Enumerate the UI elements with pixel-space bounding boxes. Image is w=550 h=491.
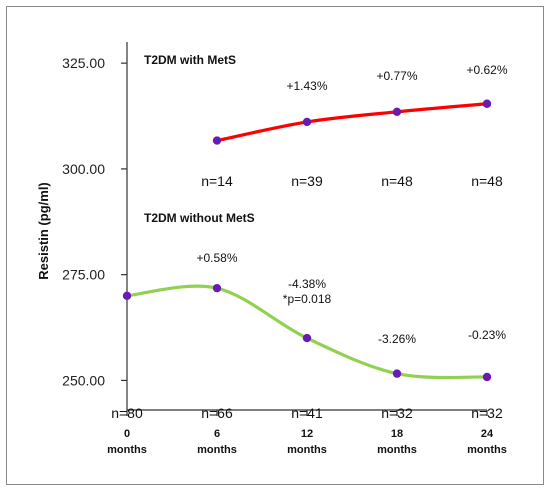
x-tick-unit: months (107, 444, 147, 456)
data-point (122, 291, 132, 300)
y-tick-label: 275.00 (62, 267, 105, 283)
y-axis-label: Resistin (pg/ml) (36, 182, 51, 280)
series-line (215, 102, 489, 143)
x-tick-label: 6 (214, 428, 220, 440)
data-point (482, 99, 492, 108)
sample-size-label: n=48 (381, 173, 413, 189)
data-point (302, 117, 312, 127)
x-tick-unit: months (467, 444, 507, 456)
change-annotation: +0.58% (196, 251, 237, 265)
sample-size-label: n=48 (471, 173, 503, 189)
change-annotation: *p=0.018 (283, 292, 332, 306)
data-point (482, 372, 492, 382)
data-point (302, 333, 312, 343)
sample-size-label: n=32 (381, 405, 413, 421)
sample-size-label: n=66 (201, 405, 233, 421)
sample-size-label: n=14 (201, 173, 233, 189)
x-tick-unit: months (197, 444, 237, 456)
data-point (212, 283, 222, 293)
series-layer: T2DM with MetS +1.43% +0.77% +0.62% n=14 n=39… (111, 53, 508, 421)
sample-size-label: n=32 (471, 405, 503, 421)
sample-size-label: n=39 (291, 173, 323, 189)
chart-frame (6, 6, 544, 485)
series-group: T2DM without MetS +0.58% -4.38%*p=0.018 -3.… (111, 211, 506, 421)
sample-size-label: n=41 (291, 405, 323, 421)
y-tick-label: 250.00 (62, 372, 105, 388)
change-annotation: +1.43% (286, 79, 327, 93)
series-group: T2DM with MetS +1.43% +0.77% +0.62% n=14 n=39… (144, 53, 508, 189)
y-tick-label: 325.00 (62, 55, 105, 71)
sample-size-label: n=80 (111, 405, 143, 421)
x-tick-unit: months (287, 444, 327, 456)
x-ticks: 0 months 6 months 12 months 18 months 24 months (107, 410, 507, 456)
change-annotation: -4.38% (288, 277, 326, 291)
x-tick-label: 18 (391, 428, 403, 440)
change-annotation: +0.62% (466, 63, 507, 77)
series-title: T2DM with MetS (144, 53, 236, 67)
axes (126, 42, 487, 411)
series-title: T2DM without MetS (144, 211, 255, 225)
data-point (392, 369, 402, 378)
change-annotation: +0.77% (376, 69, 417, 83)
change-annotation: -0.23% (468, 328, 506, 342)
change-annotation: -3.26% (378, 332, 416, 346)
x-tick-unit: months (377, 444, 417, 456)
y-ticks: 325.00 300.00 275.00 250.00 (62, 55, 127, 388)
y-tick-label: 300.00 (62, 161, 105, 177)
data-point (392, 107, 402, 116)
x-tick-label: 24 (481, 428, 494, 440)
x-tick-label: 12 (301, 428, 313, 440)
data-point (212, 136, 222, 145)
x-tick-label: 0 (124, 428, 130, 440)
